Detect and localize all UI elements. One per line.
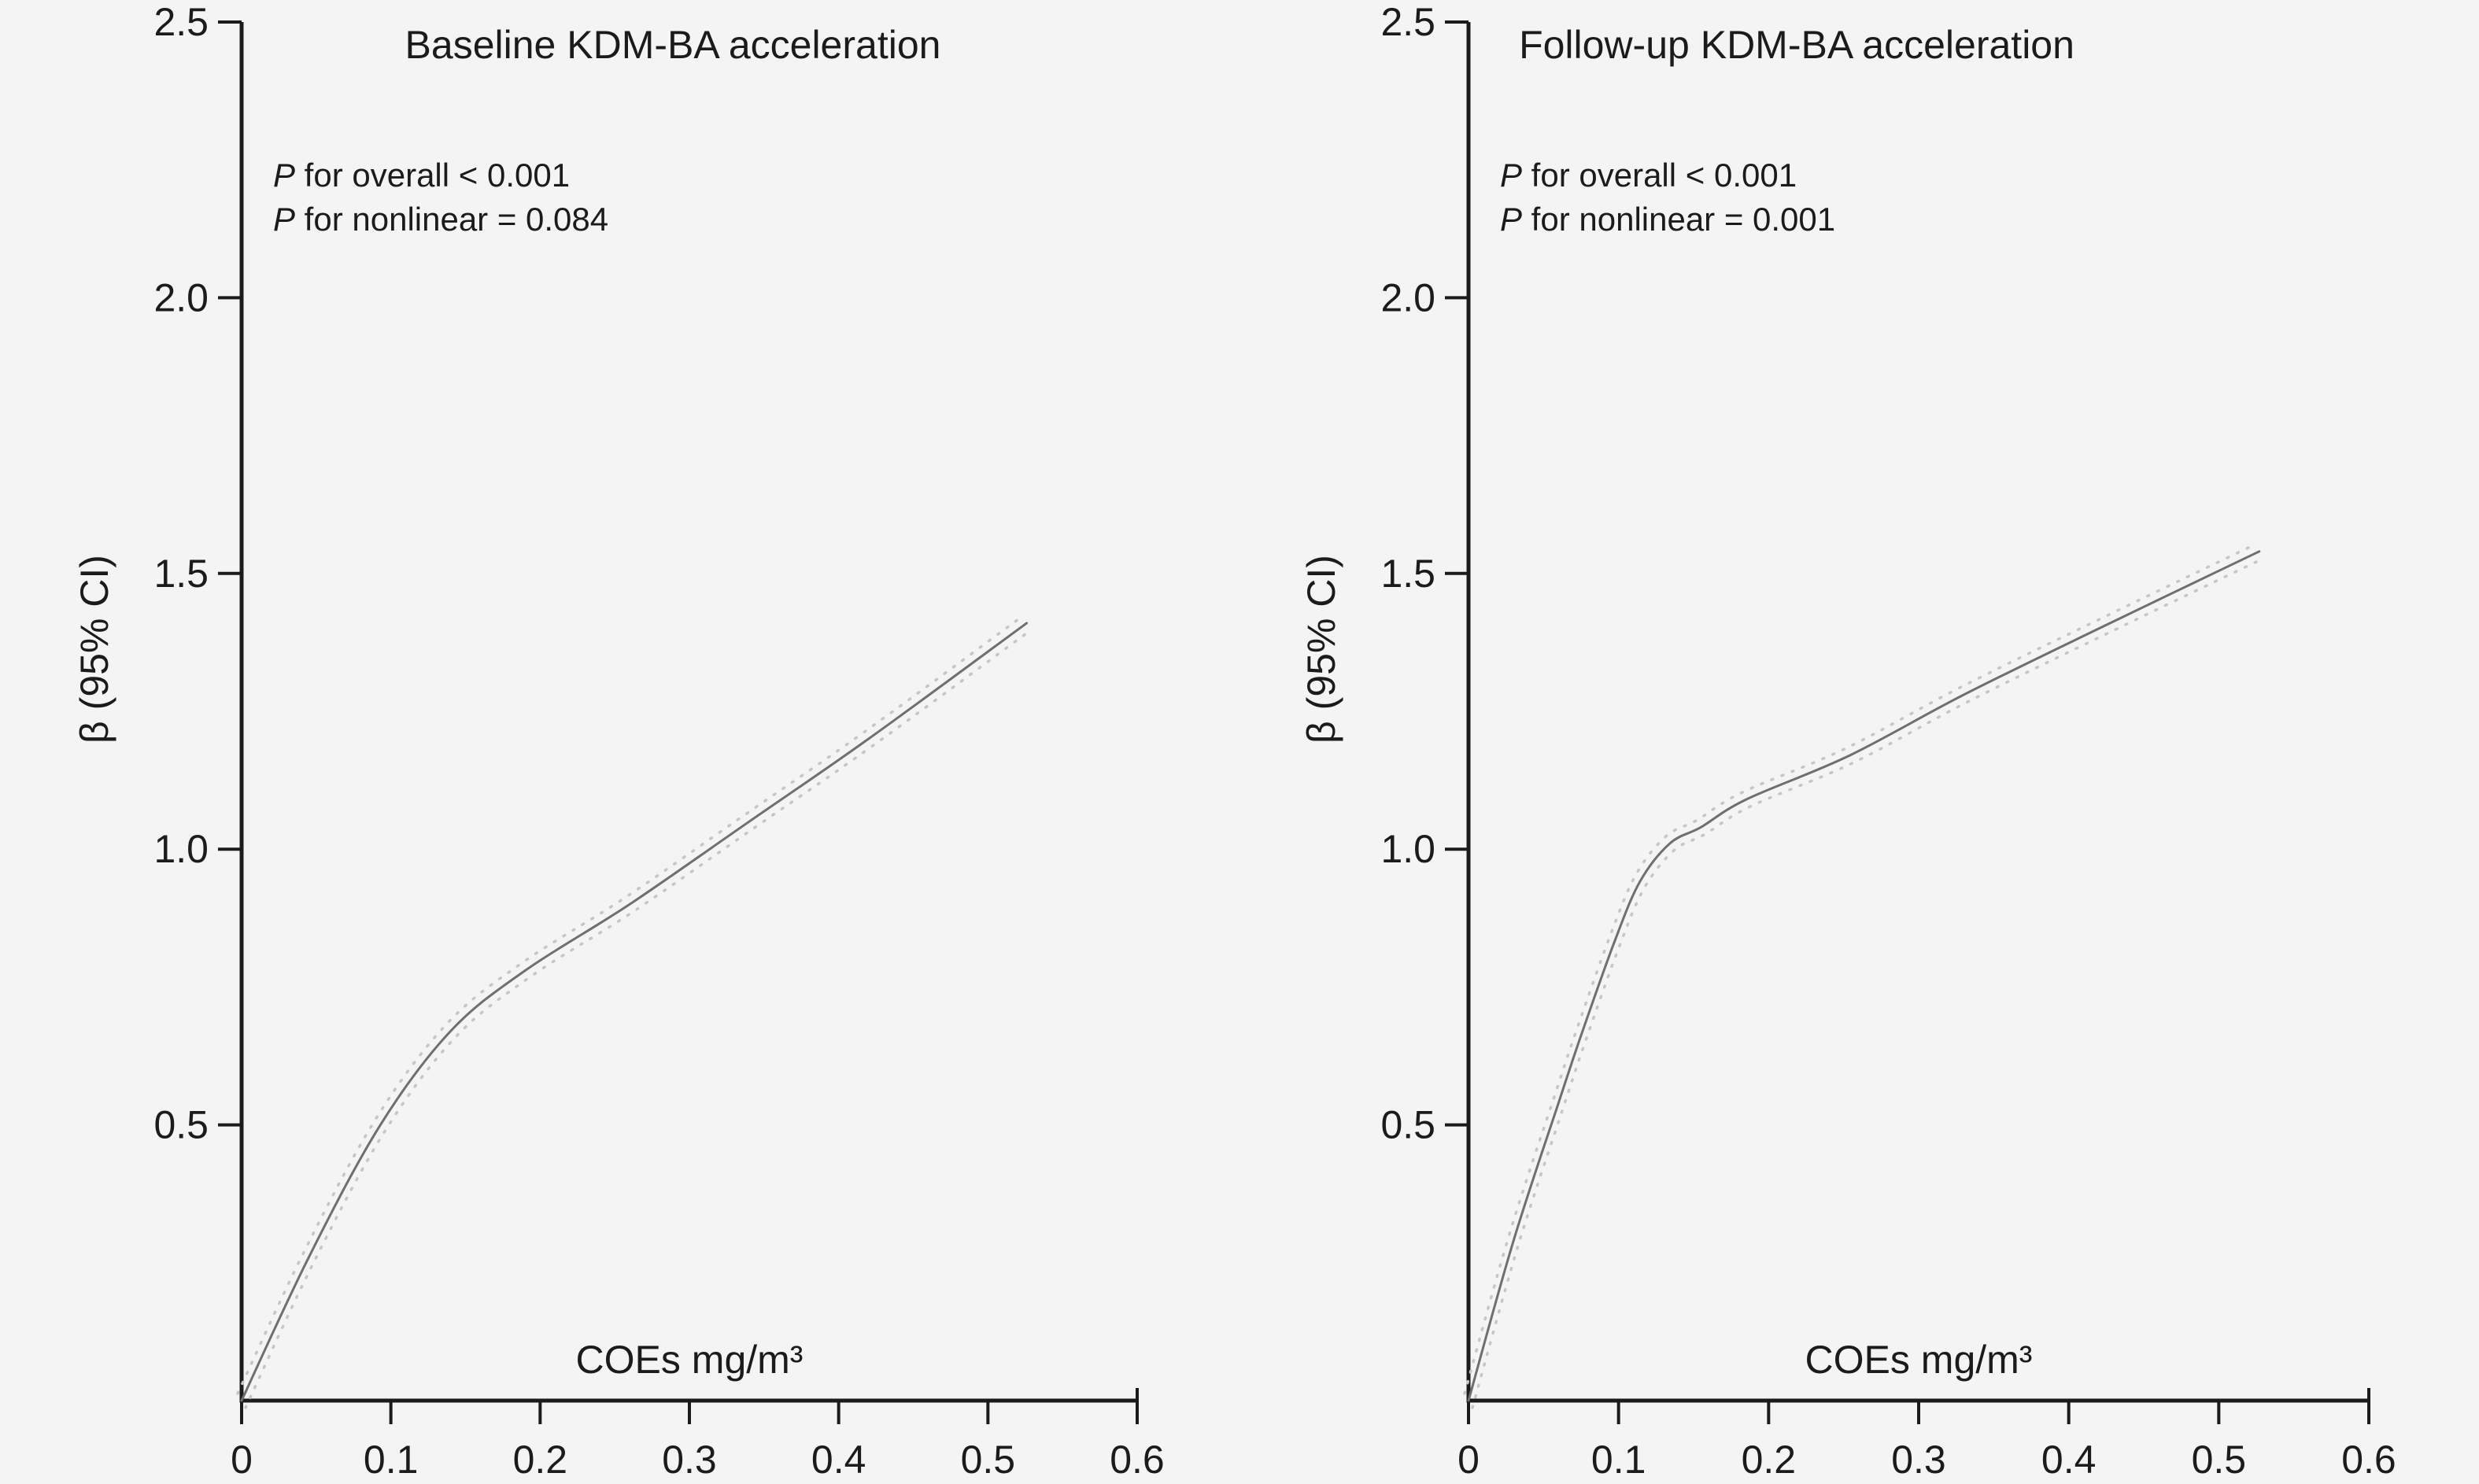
x-tick-label: 0.5 (2192, 1438, 2247, 1482)
y-tick-label: 1.5 (1380, 552, 1435, 596)
x-tick-label: 0.2 (513, 1438, 568, 1482)
x-tick-label: 0.6 (1110, 1438, 1165, 1482)
x-tick-label: 0.3 (662, 1438, 717, 1482)
p-nonlinear-annotation: P for nonlinear = 0.001 (1500, 201, 1835, 238)
y-axis-label: β (95% CI) (1299, 555, 1343, 744)
panel-title: Follow-up KDM-BA acceleration (1519, 23, 2074, 67)
estimate-curve (240, 622, 1029, 1402)
x-tick-label: 0 (231, 1438, 253, 1482)
x-tick-label: 0.1 (364, 1438, 419, 1482)
x-axis-label: COEs mg/m³ (576, 1338, 804, 1382)
ci-upper-curve (1463, 543, 2257, 1395)
x-tick-label: 0.4 (811, 1438, 866, 1482)
y-axis-label: β (95% CI) (72, 555, 116, 744)
x-tick-label: 0.1 (1591, 1438, 1646, 1482)
p-overall-annotation: P for overall < 0.001 (273, 157, 570, 194)
x-axis-label: COEs mg/m³ (1805, 1338, 2033, 1382)
y-tick-label: 2.5 (153, 0, 209, 44)
y-tick-label: 2.5 (1380, 0, 1435, 44)
ci-lower-curve (244, 629, 1033, 1409)
ci-lower-curve (1471, 557, 2265, 1409)
x-tick-label: 0.5 (961, 1438, 1016, 1482)
p-overall-annotation: P for overall < 0.001 (1500, 157, 1797, 194)
p-nonlinear-annotation: P for nonlinear = 0.084 (273, 201, 608, 238)
x-tick-label: 0 (1457, 1438, 1480, 1482)
x-tick-label: 0.6 (2341, 1438, 2396, 1482)
panel-title: Baseline KDM-BA acceleration (405, 23, 941, 67)
x-tick-label: 0.3 (1891, 1438, 1946, 1482)
y-tick-label: 1.5 (153, 552, 209, 596)
ci-upper-curve (236, 615, 1025, 1395)
y-tick-label: 1.0 (153, 827, 209, 871)
y-tick-label: 2.0 (153, 275, 209, 319)
x-tick-label: 0.4 (2041, 1438, 2097, 1482)
y-tick-label: 0.5 (153, 1103, 209, 1147)
panel-baseline: 0 0.1 0.2 0.3 0.4 0.5 0.6 2.5 2.0 1.5 1.0 0.5 Baseli… (72, 0, 1165, 1482)
y-tick-label: 1.0 (1380, 827, 1435, 871)
y-tick-label: 2.0 (1380, 275, 1435, 319)
x-tick-label: 0.2 (1742, 1438, 1797, 1482)
estimate-curve (1467, 550, 2261, 1402)
y-tick-label: 0.5 (1380, 1103, 1435, 1147)
panel-followup: 0 0.1 0.2 0.3 0.4 0.5 0.6 2.5 2.0 1.5 1.0 0.5 Follow… (1299, 0, 2396, 1482)
